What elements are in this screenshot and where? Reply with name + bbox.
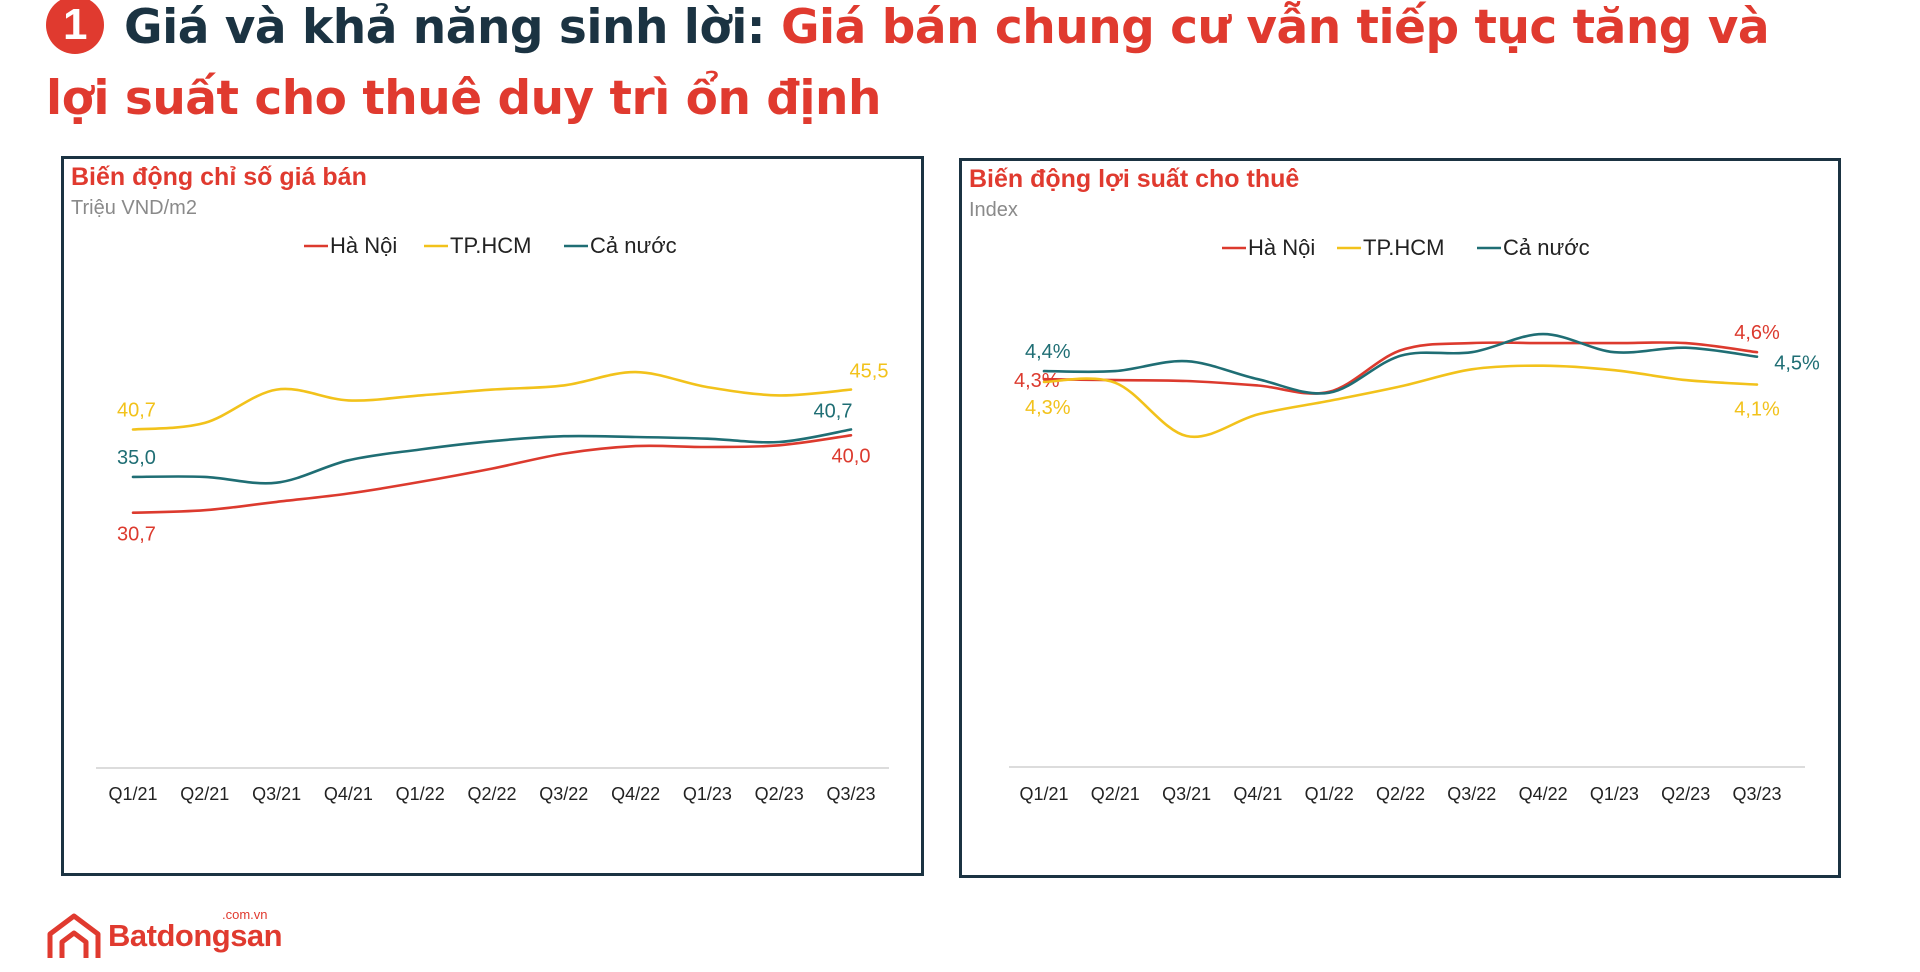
x-tick-label: Q1/22 — [1305, 784, 1354, 804]
house-logo-icon — [46, 912, 102, 962]
legend-item: Hà Nội — [1222, 235, 1315, 260]
x-tick-label: Q1/23 — [683, 784, 732, 804]
series-line — [1044, 366, 1757, 437]
x-tick-label: Q1/22 — [396, 784, 445, 804]
data-label: 4,5% — [1774, 353, 1820, 375]
data-label: 4,1% — [1734, 399, 1780, 421]
x-tick-label: Q2/21 — [180, 784, 229, 804]
x-tick-label: Q3/23 — [826, 784, 875, 804]
legend-item: TP.HCM — [424, 233, 532, 258]
series-line — [133, 435, 851, 512]
x-tick-label: Q1/21 — [108, 784, 157, 804]
x-tick-label: Q2/22 — [467, 784, 516, 804]
series-line — [133, 372, 851, 429]
data-label: 40,7 — [117, 400, 156, 422]
data-label: 40,0 — [832, 445, 871, 467]
x-tick-label: Q3/22 — [539, 784, 588, 804]
price-index-line-chart: Hà Nội TP.HCM Cả nước Q1/21 Q2/21 Q3/21 Q4/21 Q… — [64, 159, 921, 873]
data-label: 4,6% — [1734, 322, 1780, 344]
legend-item: TP.HCM — [1337, 235, 1445, 260]
data-label: 35,0 — [117, 447, 156, 469]
legend-label: TP.HCM — [1363, 235, 1445, 260]
x-tick-label: Q4/22 — [611, 784, 660, 804]
legend-label: TP.HCM — [450, 233, 532, 258]
x-tick-label: Q3/21 — [1162, 784, 1211, 804]
legend-item: Cả nước — [1477, 235, 1590, 260]
x-tick-label: Q1/21 — [1019, 784, 1068, 804]
rental-yield-line-chart: Hà Nội TP.HCM Cả nước Q1/21 Q2/21 Q3/21 Q4/21 Q… — [962, 161, 1838, 875]
x-tick-label: Q2/23 — [755, 784, 804, 804]
batdongsan-logo[interactable]: .com.vn Batdongsan — [46, 912, 306, 972]
x-tick-label: Q3/23 — [1732, 784, 1781, 804]
x-tick-label: Q4/21 — [324, 784, 373, 804]
data-label: 30,7 — [117, 524, 156, 546]
price-index-chart-panel: Biến động chỉ số giá bán Triệu VND/m2 Hà… — [61, 156, 924, 876]
logo-name: Batdongsan — [108, 918, 282, 954]
x-tick-label: Q2/21 — [1091, 784, 1140, 804]
legend-label: Cả nước — [1503, 235, 1590, 260]
x-tick-label: Q4/22 — [1519, 784, 1568, 804]
rental-yield-chart-panel: Biến động lợi suất cho thuê Index Hà Nội… — [959, 158, 1841, 878]
data-label: 4,3% — [1025, 397, 1071, 419]
x-tick-label: Q4/21 — [1233, 784, 1282, 804]
slide-title-lead: Giá và khả năng sinh lời: — [124, 0, 781, 55]
data-label: 40,7 — [814, 401, 853, 423]
x-tick-label: Q3/22 — [1447, 784, 1496, 804]
data-label: 45,5 — [850, 361, 889, 383]
series-line — [133, 430, 851, 484]
legend-item: Cả nước — [564, 233, 677, 258]
legend-item: Hà Nội — [304, 233, 397, 258]
data-label: 4,4% — [1025, 341, 1071, 363]
legend-label: Cả nước — [590, 233, 677, 258]
x-tick-label: Q2/22 — [1376, 784, 1425, 804]
legend-label: Hà Nội — [330, 233, 397, 258]
x-tick-label: Q2/23 — [1661, 784, 1710, 804]
x-tick-label: Q3/21 — [252, 784, 301, 804]
legend-label: Hà Nội — [1248, 235, 1315, 260]
section-number-badge: 1 — [46, 0, 104, 54]
x-tick-label: Q1/23 — [1590, 784, 1639, 804]
